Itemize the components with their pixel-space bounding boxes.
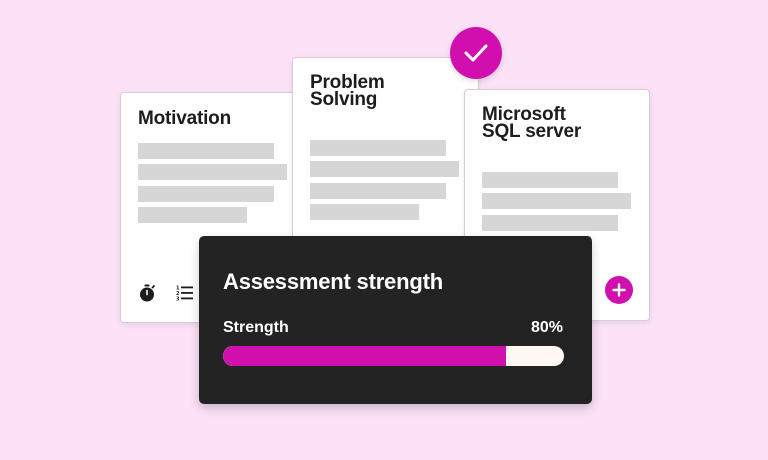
assessment-strength-panel: Assessment strength Strength 80% (199, 236, 592, 404)
placeholder-line (138, 164, 287, 180)
placeholder-line (310, 161, 459, 177)
placeholder-line (138, 207, 247, 223)
stopwatch-icon (140, 284, 155, 302)
strength-progress-fill (223, 346, 507, 366)
svg-text:1: 1 (176, 286, 180, 292)
placeholder-line (482, 215, 618, 231)
panel-title: Assessment strength (223, 269, 443, 294)
add-button[interactable] (605, 276, 633, 304)
svg-text:2: 2 (176, 291, 180, 297)
placeholder-line (482, 172, 618, 188)
strength-label: Strength (223, 319, 289, 336)
card-title: Problem Solving (310, 72, 385, 110)
placeholder-line (310, 204, 419, 220)
placeholder-line (138, 186, 274, 202)
strength-value: 80% (530, 319, 563, 336)
strength-progress-bar (223, 346, 564, 366)
check-badge (450, 27, 502, 79)
plus-icon (612, 283, 626, 297)
placeholder-line (138, 143, 274, 159)
placeholder-line (310, 183, 446, 199)
svg-text:3: 3 (176, 297, 180, 302)
card-title: Microsoft SQL server (482, 104, 582, 142)
card-title: Motivation (138, 108, 231, 129)
numbered-list-icon: 1 2 3 (176, 286, 193, 302)
placeholder-line (482, 193, 631, 209)
card-problem-solving[interactable]: Problem Solving (292, 57, 479, 240)
check-icon (464, 44, 488, 62)
placeholder-line (310, 140, 446, 156)
